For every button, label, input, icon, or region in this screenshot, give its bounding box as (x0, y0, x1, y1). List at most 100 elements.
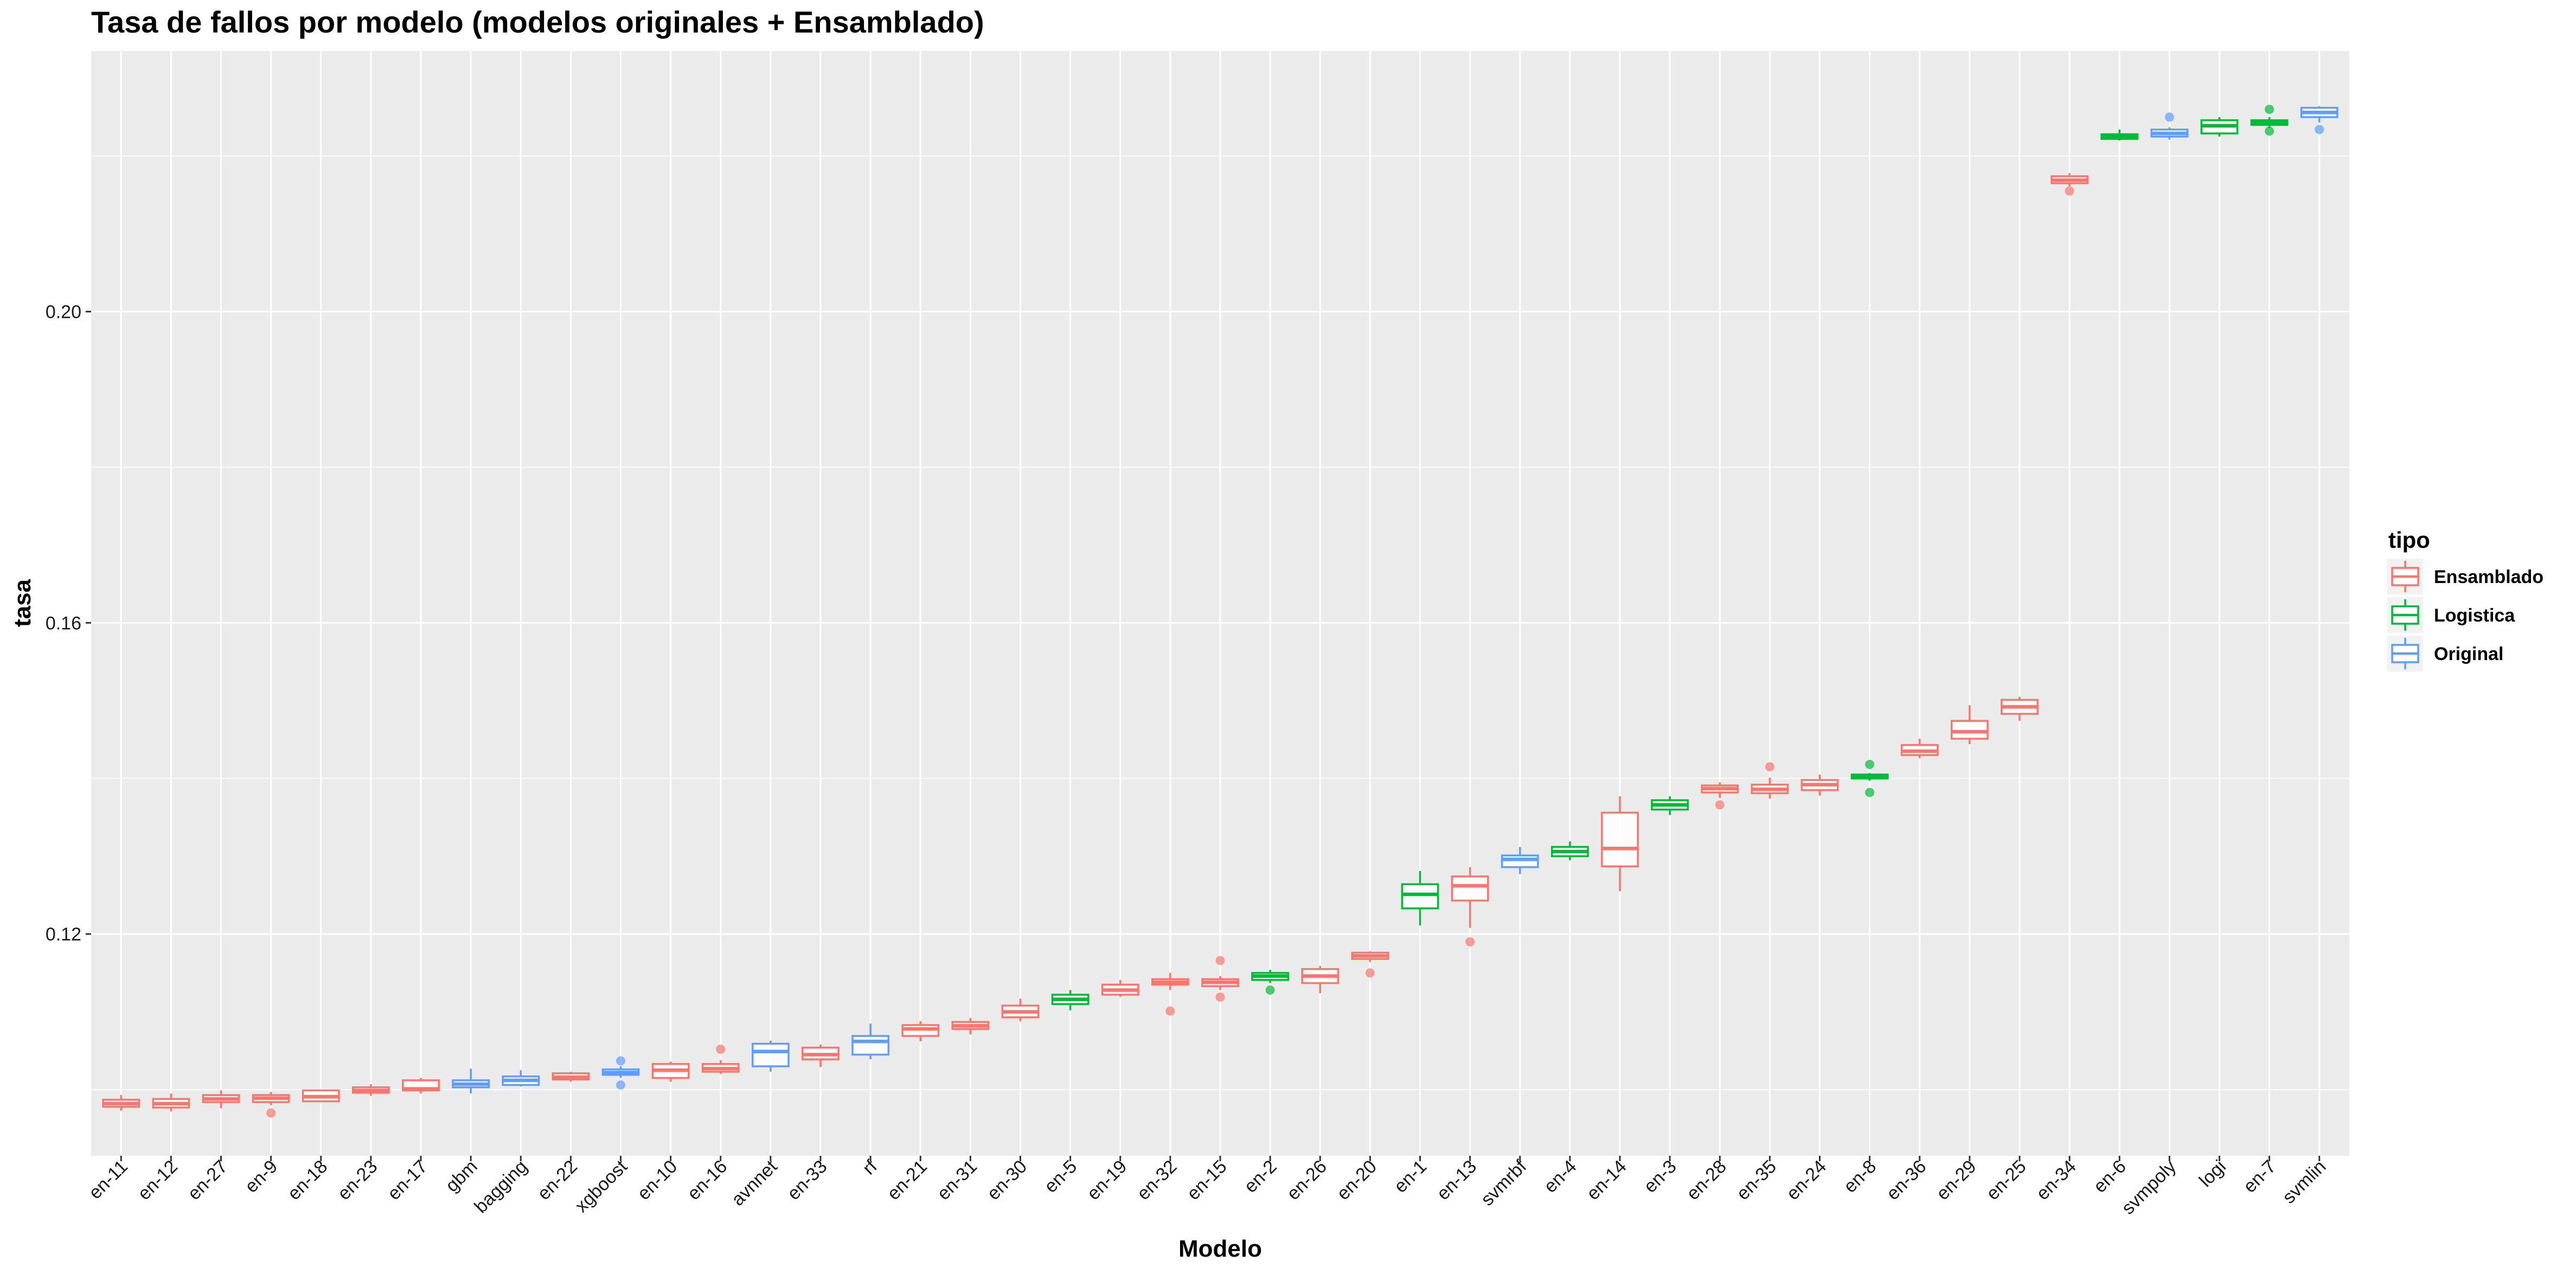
x-tick-label: en-32 (1133, 1156, 1181, 1204)
y-axis-ticks: 0.12 0.16 0.20 (46, 302, 91, 945)
x-tick-label: en-3 (1640, 1156, 1681, 1197)
x-axis-title: Modelo (1178, 1235, 1262, 1262)
x-tick-label: gbm (441, 1156, 482, 1196)
box-en-16 (701, 1044, 740, 1074)
x-axis-ticks: en-11 en-12 en-27 en-9 en-18 en-23 en-17 gbmbag… (85, 1156, 2330, 1219)
box-en-18 (302, 1089, 340, 1103)
x-tick-label: en-36 (1882, 1156, 1930, 1204)
legend-key-Original (2387, 636, 2423, 671)
x-tick-label: logi (2195, 1156, 2230, 1191)
box-en-14 (1601, 796, 1639, 892)
x-tick-label: en-23 (334, 1156, 381, 1204)
box-en-25 (2001, 696, 2039, 721)
box-en-15 (1201, 956, 1239, 1002)
x-tick-label: en-11 (85, 1156, 132, 1203)
legend-title: tipo (2388, 527, 2430, 553)
x-tick-label: avnnet (727, 1156, 781, 1209)
x-tick-label: xgboost (571, 1156, 631, 1216)
box-body (851, 1035, 890, 1056)
box-en-3 (1651, 796, 1689, 815)
box-en-26 (1301, 965, 1340, 994)
outlier-point (2265, 105, 2274, 114)
y-tick-label: 0.12 (46, 924, 81, 945)
x-tick-label: en-22 (534, 1156, 581, 1204)
outlier-point (266, 1108, 276, 1118)
legend-key-Logistica (2387, 597, 2423, 633)
x-tick-label: en-2 (1240, 1156, 1281, 1197)
x-tick-label: en-33 (783, 1156, 831, 1204)
box-en-5 (1051, 990, 1090, 1010)
outlier-point (2164, 112, 2174, 122)
x-tick-label: en-15 (1183, 1156, 1231, 1204)
box-en-6 (2100, 129, 2139, 140)
chart-title: Tasa de fallos por modelo (modelos origi… (91, 5, 984, 39)
x-tick-label: en-25 (1982, 1156, 2030, 1204)
outlier-point (1215, 992, 1225, 1002)
box-body (1401, 883, 1439, 910)
box-xgboost (601, 1056, 640, 1090)
x-tick-label: en-17 (383, 1156, 431, 1204)
box-en-20 (1351, 951, 1389, 978)
outlier-point (1215, 956, 1225, 965)
outlier-point (1715, 800, 1725, 810)
box-gbm (452, 1068, 490, 1094)
x-tick-label: en-21 (883, 1156, 931, 1204)
x-tick-label: en-30 (983, 1156, 1031, 1204)
legend-label: Logistica (2434, 605, 2515, 626)
boxes (102, 105, 2338, 1118)
x-tick-label: en-1 (1390, 1156, 1431, 1197)
box-en-8 (1850, 759, 1889, 797)
x-tick-label: en-12 (134, 1156, 182, 1204)
x-tick-label: en-5 (1040, 1156, 1081, 1197)
box-en-1 (1401, 870, 1439, 926)
box-avnnet (751, 1040, 790, 1072)
outlier-point (716, 1044, 726, 1054)
box-en-36 (1900, 739, 1939, 758)
box-en-19 (1101, 979, 1139, 997)
outlier-point (1465, 937, 1475, 947)
legend: tipo Ensamblado Logistica Original (2387, 527, 2543, 671)
box-en-29 (1950, 705, 1989, 745)
y-tick-label: 0.16 (46, 613, 81, 633)
outlier-point (616, 1080, 626, 1090)
x-tick-label: en-8 (1840, 1156, 1880, 1197)
legend-key-Ensamblado (2387, 559, 2423, 594)
x-tick-label: en-4 (1540, 1156, 1581, 1197)
y-axis-title: tasa (9, 579, 36, 627)
outlier-point (1365, 968, 1375, 978)
box-en-30 (1001, 998, 1040, 1021)
x-tick-label: en-18 (284, 1156, 331, 1204)
x-tick-label: en-20 (1333, 1156, 1381, 1204)
x-tick-label: en-19 (1083, 1156, 1131, 1204)
x-tick-label: en-14 (1582, 1156, 1630, 1204)
x-tick-label: en-24 (1783, 1156, 1830, 1204)
x-tick-label: en-7 (2239, 1156, 2280, 1197)
box-svmpoly (2150, 112, 2189, 140)
box-en-21 (901, 1021, 940, 1042)
outlier-point (1165, 1006, 1175, 1016)
grid (91, 51, 2349, 1156)
box-en-28 (1701, 782, 1739, 810)
box-en-31 (951, 1018, 990, 1035)
box-en-12 (152, 1093, 190, 1112)
x-tick-label: en-28 (1683, 1156, 1731, 1204)
outlier-point (2065, 186, 2074, 196)
x-tick-label: svmrbf (1477, 1156, 1530, 1209)
box-en-9 (252, 1092, 290, 1118)
box-logi (2200, 117, 2239, 137)
box-en-11 (102, 1095, 140, 1111)
box-en-24 (1800, 774, 1839, 796)
x-tick-label: en-35 (1733, 1156, 1780, 1204)
box-en-2 (1251, 970, 1290, 995)
box-en-23 (351, 1084, 390, 1096)
box-body (1501, 854, 1539, 868)
x-tick-label: en-26 (1283, 1156, 1331, 1204)
legend-label: Original (2434, 644, 2503, 664)
box-bagging (502, 1070, 540, 1087)
y-tick-label: 0.20 (46, 302, 81, 323)
box-en-32 (1151, 972, 1189, 1016)
box-en-34 (2050, 173, 2089, 196)
box-en-33 (802, 1044, 840, 1067)
x-tick-label: svmlin (2278, 1156, 2330, 1208)
